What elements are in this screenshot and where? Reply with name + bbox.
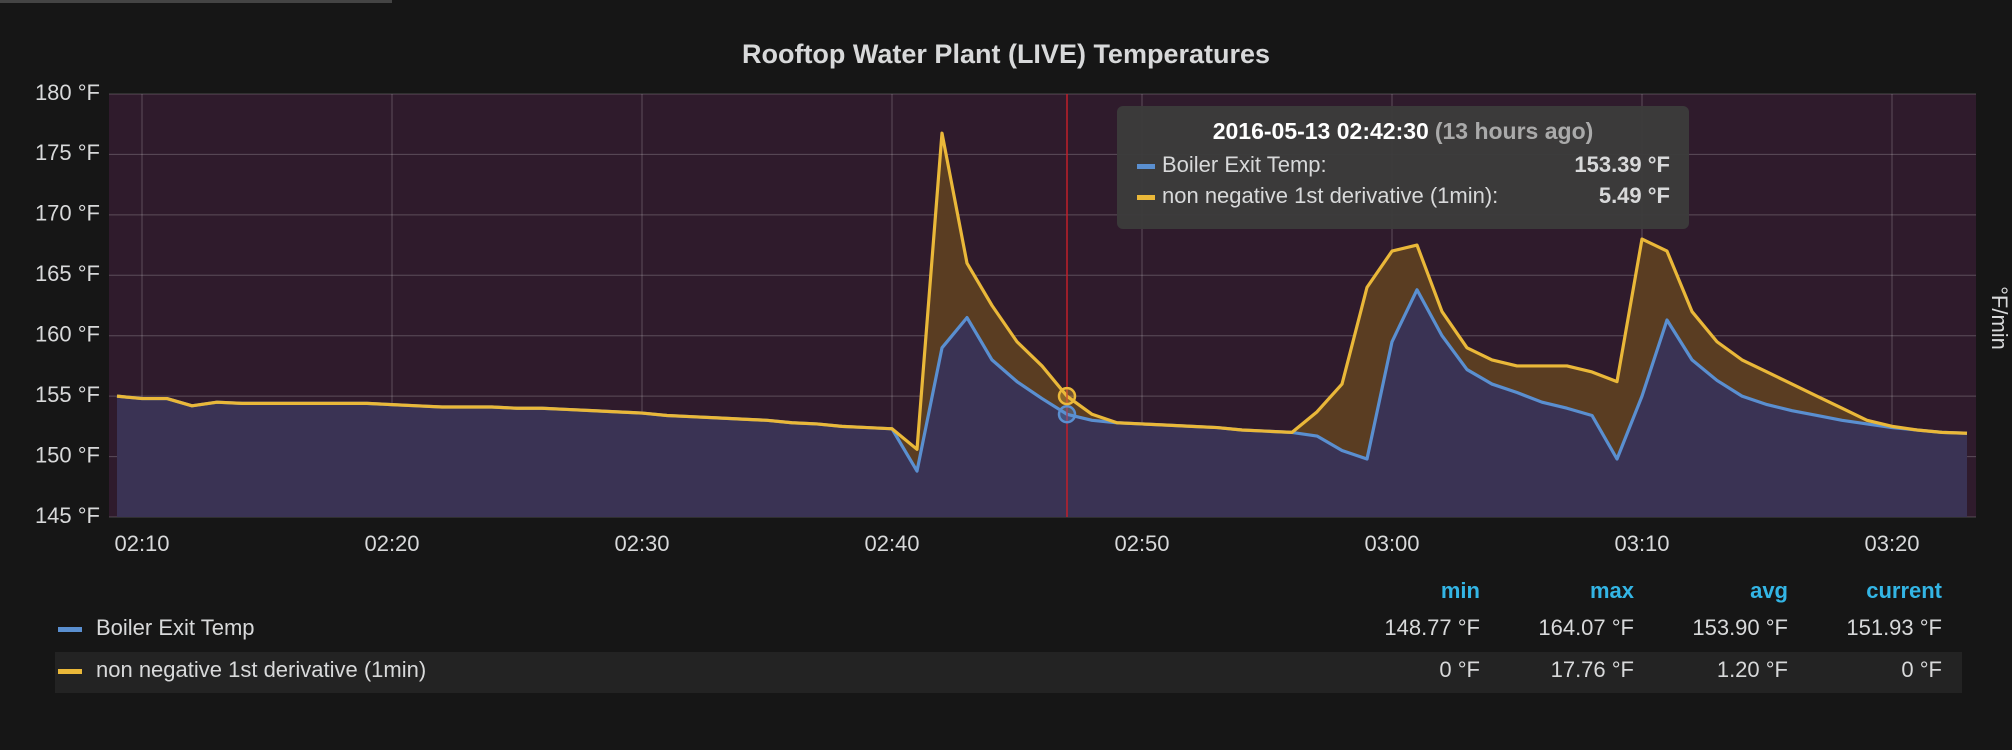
- tooltip-box: [1117, 106, 1689, 229]
- legend-series-name[interactable]: Boiler Exit Temp: [96, 615, 255, 640]
- y-tick-label: 150 °F: [35, 442, 100, 467]
- legend-stat: 17.76 °F: [1551, 657, 1634, 682]
- legend-stat: 153.90 °F: [1692, 615, 1788, 640]
- x-tick-label: 03:20: [1864, 531, 1919, 556]
- tooltip-value: 5.49 °F: [1599, 183, 1670, 208]
- legend-swatch: [58, 669, 82, 674]
- legend-stat: 151.93 °F: [1846, 615, 1942, 640]
- y-tick-label: 145 °F: [35, 503, 100, 528]
- legend-column-header: avg: [1750, 578, 1788, 603]
- legend-stat: 148.77 °F: [1384, 615, 1480, 640]
- series-line: [116, 131, 1968, 451]
- legend-stat: 164.07 °F: [1538, 615, 1634, 640]
- y-tick-label: 175 °F: [35, 140, 100, 165]
- tooltip-value: 153.39 °F: [1574, 152, 1670, 177]
- x-tick-label: 02:50: [1114, 531, 1169, 556]
- legend-column-header: current: [1866, 578, 1942, 603]
- series-area: [117, 289, 1967, 517]
- x-tick-label: 02:10: [114, 531, 169, 556]
- tooltip-series-name: Boiler Exit Temp:: [1162, 152, 1327, 177]
- legend-series-name[interactable]: non negative 1st derivative (1min): [96, 657, 426, 682]
- x-tick-label: 03:00: [1364, 531, 1419, 556]
- top-bar: [0, 0, 392, 3]
- legend-column-header: min: [1441, 578, 1480, 603]
- tooltip-time: 2016-05-13 02:42:30: [1213, 118, 1429, 144]
- y-tick-label: 165 °F: [35, 261, 100, 286]
- series-area: [117, 133, 1967, 472]
- tooltip-swatch: [1137, 164, 1155, 169]
- tooltip-series-name: non negative 1st derivative (1min):: [1162, 183, 1498, 208]
- y-tick-label: 170 °F: [35, 201, 100, 226]
- legend-row-background: [55, 652, 1962, 693]
- x-tick-label: 02:30: [614, 531, 669, 556]
- cursor-marker: [1057, 386, 1077, 406]
- tooltip: 2016-05-13 02:42:30 (13 hours ago) Boiler …: [1117, 106, 1689, 229]
- tooltip-swatch: [1137, 195, 1155, 200]
- x-tick-label: 02:20: [364, 531, 419, 556]
- legend-swatch: [58, 627, 82, 632]
- y2-axis-label: °F/min: [1987, 286, 2012, 350]
- y-tick-label: 155 °F: [35, 382, 100, 407]
- cursor-marker: [1057, 405, 1077, 424]
- legend-stat: 1.20 °F: [1717, 657, 1788, 682]
- legend-stat: 0 °F: [1901, 657, 1942, 682]
- x-tick-label: 02:40: [864, 531, 919, 556]
- chart-title: Rooftop Water Plant (LIVE) Temperatures: [742, 39, 1270, 69]
- y-tick-label: 180 °F: [35, 80, 100, 105]
- tooltip-relative: (13 hours ago): [1435, 118, 1593, 144]
- x-tick-label: 03:10: [1614, 531, 1669, 556]
- y-tick-label: 160 °F: [35, 322, 100, 347]
- tooltip-title: 2016-05-13 02:42:30 (13 hours ago): [1213, 118, 1594, 144]
- legend-stat: 0 °F: [1439, 657, 1480, 682]
- legend-column-header: max: [1590, 578, 1635, 603]
